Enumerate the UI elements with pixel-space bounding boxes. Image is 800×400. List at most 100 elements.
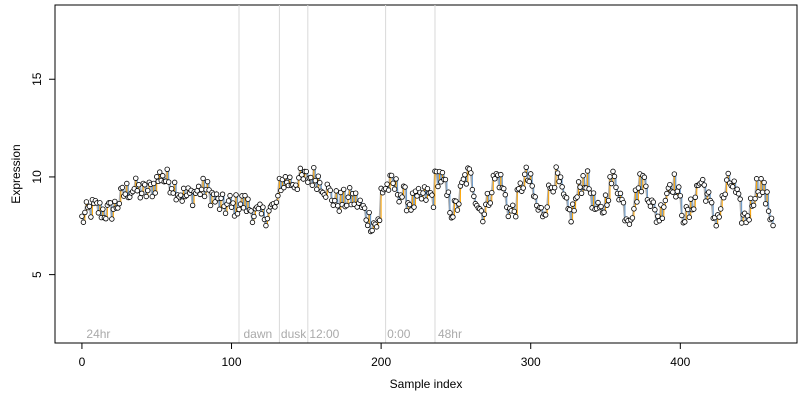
- data-point: [198, 186, 205, 193]
- annotation-1: dawn: [243, 327, 272, 341]
- y-tick-label-0: 5: [30, 271, 44, 278]
- data-point: [700, 176, 706, 183]
- data-point: [608, 180, 615, 187]
- data-point: [526, 178, 532, 185]
- data-point: [542, 212, 549, 218]
- data-point: [225, 198, 232, 204]
- data-point: [735, 191, 742, 197]
- data-point: [750, 202, 757, 209]
- data-point: [160, 173, 166, 179]
- data-point: [79, 213, 85, 219]
- data-point: [688, 196, 694, 202]
- data-point: [445, 189, 452, 195]
- data-point: [590, 190, 597, 196]
- data-point: [520, 185, 526, 191]
- data-point: [107, 200, 114, 206]
- data-point: [152, 190, 158, 196]
- data-point: [523, 164, 529, 171]
- data-point: [768, 215, 775, 222]
- annotation-2: dusk: [281, 327, 307, 341]
- data-point: [385, 187, 392, 193]
- data-points: [79, 164, 776, 235]
- data-point: [115, 205, 121, 211]
- data-point: [492, 176, 498, 182]
- data-point: [709, 199, 715, 206]
- data-point: [312, 177, 318, 184]
- data-point: [729, 184, 736, 190]
- data-point: [273, 199, 280, 205]
- y-axis: 5 10 15: [30, 72, 56, 278]
- data-point: [317, 180, 323, 186]
- y-tick-label-2: 15: [30, 72, 44, 86]
- data-point: [569, 201, 576, 207]
- data-point: [598, 203, 604, 210]
- data-point: [308, 174, 314, 181]
- data-point: [691, 206, 697, 212]
- data-point: [638, 188, 645, 195]
- data-point: [463, 181, 470, 187]
- data-point: [430, 204, 437, 211]
- data-point: [403, 207, 410, 214]
- data-point: [143, 193, 149, 200]
- data-point: [677, 193, 684, 199]
- data-point: [95, 210, 102, 216]
- data-point: [566, 206, 573, 213]
- data-point: [601, 209, 607, 215]
- data-point: [424, 185, 431, 192]
- data-point: [402, 184, 408, 190]
- data-point: [314, 186, 320, 192]
- data-point: [330, 202, 336, 208]
- data-point: [501, 185, 507, 192]
- data-point: [263, 222, 269, 229]
- data-point: [332, 197, 338, 204]
- data-point: [361, 205, 368, 211]
- data-point: [764, 189, 770, 195]
- data-point: [364, 222, 371, 229]
- data-point: [703, 198, 709, 204]
- data-point: [103, 215, 109, 222]
- data-point: [643, 183, 649, 189]
- data-point: [661, 204, 667, 210]
- data-point: [240, 205, 247, 211]
- data-point: [650, 199, 657, 205]
- data-point: [315, 173, 321, 179]
- data-point: [655, 213, 661, 220]
- data-point: [629, 215, 636, 221]
- data-point: [571, 208, 577, 214]
- data-point: [602, 192, 609, 198]
- data-point: [366, 209, 372, 216]
- data-point: [454, 207, 461, 213]
- data-point: [471, 193, 477, 200]
- data-point: [752, 195, 758, 202]
- data-point: [344, 202, 350, 209]
- data-point: [363, 217, 369, 223]
- data-point: [456, 201, 462, 207]
- x-tick-label-4: 400: [670, 355, 690, 369]
- data-point: [414, 193, 420, 199]
- x-tick-label-2: 200: [371, 355, 391, 369]
- data-point: [165, 179, 172, 185]
- data-point: [390, 180, 396, 187]
- data-point: [177, 192, 184, 198]
- annotation-4: 0:00: [387, 327, 411, 341]
- annotation-0: 24hr: [86, 327, 110, 341]
- data-point: [442, 176, 449, 183]
- data-point: [282, 174, 289, 180]
- data-point: [469, 186, 476, 193]
- data-point: [670, 189, 676, 195]
- data-point: [762, 201, 769, 207]
- data-point: [462, 172, 468, 178]
- data-point: [468, 170, 474, 176]
- data-point: [255, 205, 262, 212]
- data-point: [761, 179, 767, 186]
- data-point: [716, 214, 722, 220]
- data-point: [300, 176, 307, 182]
- data-point: [439, 169, 446, 176]
- data-point: [664, 190, 670, 197]
- data-point: [505, 213, 511, 220]
- data-point: [418, 196, 425, 202]
- data-point: [376, 217, 383, 224]
- data-point: [641, 174, 648, 180]
- data-point: [119, 184, 126, 191]
- data-point: [373, 224, 380, 230]
